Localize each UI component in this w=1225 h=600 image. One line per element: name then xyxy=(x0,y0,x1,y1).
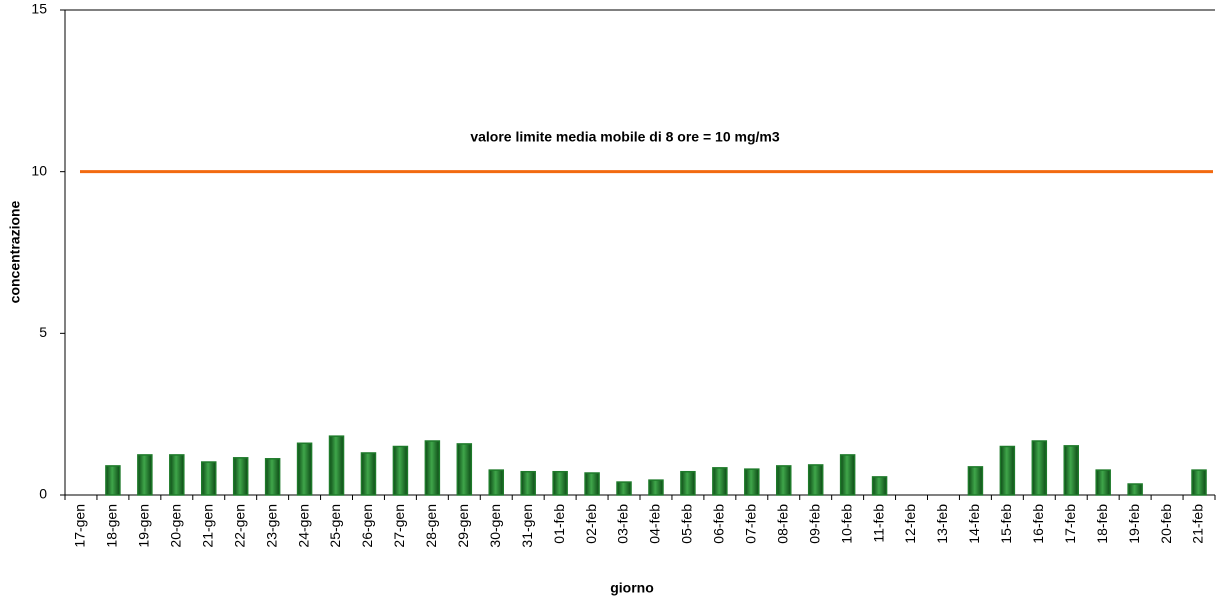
bar xyxy=(839,454,856,496)
bar xyxy=(105,465,121,496)
x-tick-label: 20-feb xyxy=(1158,504,1174,544)
bar xyxy=(232,457,249,496)
x-tick-label: 21-gen xyxy=(199,504,215,548)
bar xyxy=(392,445,409,496)
bar xyxy=(616,481,632,496)
x-axis-title: giorno xyxy=(610,580,654,596)
bar xyxy=(680,470,696,496)
x-tick-label: 30-gen xyxy=(487,504,503,548)
bar xyxy=(999,445,1016,496)
bar xyxy=(264,458,281,496)
x-tick-label: 01-feb xyxy=(551,504,567,544)
x-tick-label: 29-gen xyxy=(455,504,471,548)
bar xyxy=(201,461,217,496)
x-tick-label: 12-feb xyxy=(902,504,918,544)
x-tick-label: 21-feb xyxy=(1190,504,1206,544)
x-tick-label: 26-gen xyxy=(359,504,375,548)
bar xyxy=(296,442,313,496)
x-tick-label: 10-feb xyxy=(838,504,854,544)
x-tick-label: 28-gen xyxy=(423,504,439,548)
y-tick-label: 15 xyxy=(31,1,47,17)
x-tick-label: 08-feb xyxy=(774,504,790,544)
x-tick-label: 23-gen xyxy=(263,504,279,548)
bar xyxy=(1031,440,1048,496)
bar xyxy=(424,440,441,496)
x-tick-label: 14-feb xyxy=(966,504,982,544)
bar xyxy=(520,470,536,496)
x-tick-label: 19-feb xyxy=(1126,504,1142,544)
bar xyxy=(744,468,760,496)
x-tick-label: 15-feb xyxy=(998,504,1014,544)
bar xyxy=(456,443,473,496)
bar xyxy=(1095,469,1111,496)
bar xyxy=(1127,483,1143,496)
x-tick-label: 09-feb xyxy=(806,504,822,544)
x-tick-label: 19-gen xyxy=(136,504,152,548)
bar xyxy=(169,454,185,496)
x-tick-label: 17-feb xyxy=(1062,504,1078,544)
x-tick-label: 04-feb xyxy=(647,504,663,544)
limit-label: valore limite media mobile di 8 ore = 10… xyxy=(470,128,779,144)
y-axis-title: concentrazione xyxy=(7,200,23,303)
x-tick-label: 02-feb xyxy=(583,504,599,544)
y-tick-label: 0 xyxy=(39,486,47,502)
x-tick-label: 17-gen xyxy=(72,504,88,548)
x-tick-label: 11-feb xyxy=(870,504,886,543)
x-tick-label: 18-gen xyxy=(104,504,120,548)
y-tick-label: 10 xyxy=(31,162,47,178)
y-tick-label: 5 xyxy=(39,324,47,340)
bar xyxy=(967,466,984,496)
bar xyxy=(648,479,664,496)
x-tick-label: 27-gen xyxy=(391,504,407,548)
bar xyxy=(776,465,792,496)
bar xyxy=(584,472,600,496)
x-tick-label: 24-gen xyxy=(295,504,311,548)
bar xyxy=(871,476,888,496)
bar xyxy=(328,435,345,496)
x-tick-label: 31-gen xyxy=(519,504,535,548)
x-tick-label: 20-gen xyxy=(168,504,184,548)
bar xyxy=(552,470,568,496)
bar xyxy=(712,467,728,496)
bar xyxy=(1063,445,1079,496)
bar xyxy=(360,452,377,496)
x-tick-label: 16-feb xyxy=(1030,504,1046,544)
bar xyxy=(488,469,504,496)
bar xyxy=(137,454,153,496)
x-tick-label: 05-feb xyxy=(679,504,695,544)
x-tick-label: 03-feb xyxy=(615,504,631,544)
x-tick-label: 18-feb xyxy=(1094,504,1110,544)
bar xyxy=(807,464,824,496)
x-tick-label: 22-gen xyxy=(231,504,247,548)
x-tick-label: 06-feb xyxy=(711,504,727,544)
bar xyxy=(1191,469,1207,496)
x-tick-label: 13-feb xyxy=(934,504,950,544)
x-tick-label: 07-feb xyxy=(743,504,759,544)
x-tick-label: 25-gen xyxy=(327,504,343,548)
